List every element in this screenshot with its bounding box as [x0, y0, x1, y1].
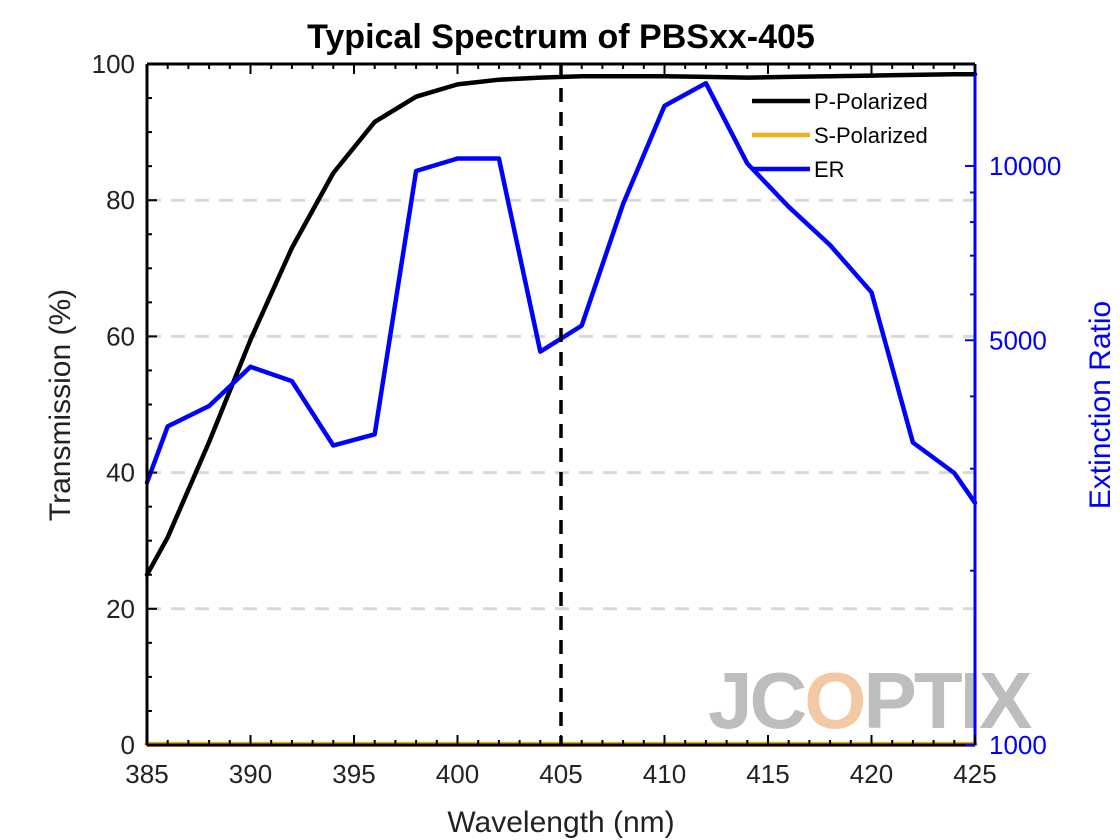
legend-label-p-polarized: P-Polarized [814, 89, 928, 114]
watermark-logo: JCOPTIX [708, 656, 1035, 745]
y-tick-label: 20 [106, 594, 135, 624]
x-tick-label: 400 [436, 759, 479, 789]
x-tick-label: 425 [953, 759, 996, 789]
y2-axis-label: Extinction Ratio [1084, 301, 1117, 509]
x-tick-label: 405 [539, 759, 582, 789]
x-tick-label: 390 [229, 759, 272, 789]
watermark-letter: T [914, 656, 963, 745]
watermark-letter: X [979, 656, 1032, 745]
y-tick-label: 40 [106, 458, 135, 488]
watermark-letter: C [750, 656, 806, 745]
watermark-letter: O [804, 656, 863, 745]
legend: P-Polarized S-Polarized ER [752, 89, 928, 182]
y2-tick-label: 10000 [989, 151, 1061, 181]
watermark-letter: P [864, 656, 915, 745]
legend-label-s-polarized: S-Polarized [814, 123, 928, 148]
x-tick-label: 415 [746, 759, 789, 789]
y2-tick-label: 1000 [989, 730, 1047, 760]
x-tick-label: 420 [850, 759, 893, 789]
chart-title: Typical Spectrum of PBSxx-405 [307, 18, 815, 56]
y2-tick-label: 5000 [989, 325, 1047, 355]
y-tick-label: 100 [92, 49, 135, 79]
watermark-letter: J [708, 656, 750, 745]
y-axis-label: Transmission (%) [44, 289, 77, 521]
x-tick-label: 385 [125, 759, 168, 789]
legend-label-er: ER [814, 157, 845, 182]
ticks-layer: 385 390 395 400 405 410 415 420 425 0 20 40 60 80 100 1… [92, 49, 1062, 789]
x-tick-label: 395 [332, 759, 375, 789]
x-tick-label: 410 [643, 759, 686, 789]
x-axis-label: Wavelength (nm) [447, 806, 674, 839]
y-tick-label: 80 [106, 185, 135, 215]
y-tick-label: 0 [121, 730, 135, 760]
watermark-text: JCOPTIX [708, 656, 1032, 745]
y-tick-label: 60 [106, 321, 135, 351]
